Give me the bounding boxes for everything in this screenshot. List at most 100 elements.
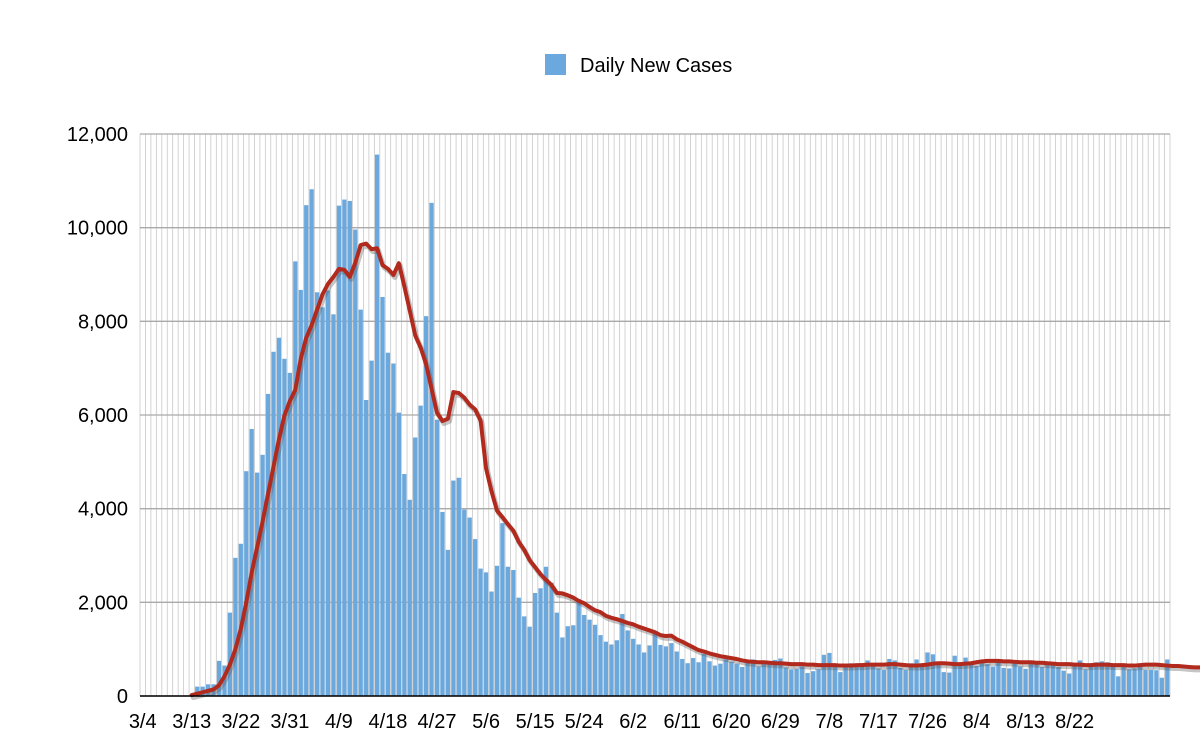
- bar: [582, 614, 587, 696]
- bar: [483, 572, 489, 696]
- bar: [587, 619, 592, 696]
- y-tick-label: 4,000: [78, 499, 128, 521]
- bar: [1039, 666, 1045, 696]
- axes: 0 2,000 4,000 6,000 8,000 10,000 12,000 3/4 3/13…: [67, 124, 1170, 733]
- bar: [543, 566, 549, 696]
- bar: [952, 655, 957, 696]
- bar: [663, 646, 669, 696]
- bar: [609, 644, 614, 696]
- bar: [800, 666, 805, 696]
- bar: [1127, 669, 1132, 696]
- bar: [216, 660, 222, 697]
- bar: [631, 638, 636, 696]
- bar: [1159, 677, 1164, 696]
- bar: [418, 405, 423, 696]
- bar: [1083, 669, 1088, 696]
- bar: [1154, 670, 1159, 696]
- bar: [892, 660, 897, 696]
- bar: [691, 658, 696, 696]
- bar: [462, 509, 467, 696]
- y-tick-label: 2,000: [78, 592, 128, 614]
- bar: [1050, 662, 1055, 696]
- bar: [685, 663, 690, 696]
- x-tick-label: 7/26: [908, 711, 947, 733]
- x-tick-label: 6/29: [761, 711, 800, 733]
- bar: [522, 616, 527, 696]
- bar: [745, 661, 750, 696]
- bar: [870, 665, 876, 696]
- bar: [451, 480, 456, 696]
- bar: [909, 663, 914, 696]
- bar: [783, 667, 788, 696]
- bar: [1012, 660, 1017, 696]
- bar: [941, 672, 946, 696]
- bar: [380, 296, 385, 696]
- bar: [402, 474, 407, 696]
- bar: [838, 672, 843, 696]
- bar: [620, 614, 625, 696]
- bar: [249, 429, 254, 696]
- bar: [810, 671, 816, 696]
- bar: [1072, 663, 1077, 696]
- bar: [396, 412, 401, 696]
- x-tick-label: 8/13: [1006, 711, 1045, 733]
- x-tick-label: 3/31: [270, 711, 309, 733]
- bar: [778, 658, 783, 696]
- bar: [701, 653, 707, 696]
- bar: [750, 659, 756, 696]
- bar: [789, 669, 794, 696]
- bar: [740, 666, 745, 696]
- bar: [767, 662, 772, 696]
- bar: [849, 663, 854, 696]
- bar: [549, 582, 554, 696]
- bar: [1110, 663, 1115, 696]
- bar: [1077, 660, 1083, 696]
- bar: [772, 659, 778, 696]
- bar: [925, 652, 930, 696]
- bar: [718, 663, 723, 696]
- bar: [919, 664, 925, 696]
- trend-line-shadow: [190, 243, 1200, 701]
- bar: [554, 612, 560, 696]
- bar: [968, 662, 974, 696]
- y-tick-label: 10,000: [67, 218, 128, 240]
- bar: [958, 665, 963, 696]
- bar: [865, 660, 870, 696]
- x-tick-label: 5/6: [472, 711, 500, 733]
- bar: [914, 659, 919, 696]
- bar: [331, 314, 336, 696]
- x-tick-label: 8/4: [963, 711, 991, 733]
- bar: [614, 640, 619, 696]
- x-tick-label: 4/18: [368, 711, 407, 733]
- legend: Daily New Cases: [545, 54, 732, 77]
- bar: [374, 154, 380, 697]
- x-tick-label: 4/9: [325, 711, 353, 733]
- y-tick-label: 12,000: [67, 124, 128, 146]
- bar: [712, 665, 718, 696]
- bar: [233, 557, 238, 696]
- bar: [473, 539, 478, 696]
- bar: [1061, 670, 1066, 696]
- bar: [636, 644, 641, 696]
- bar: [996, 660, 1001, 696]
- bar: [511, 570, 516, 696]
- bar: [881, 669, 887, 696]
- bar: [1143, 669, 1148, 696]
- bar: [576, 599, 581, 696]
- bar: [287, 372, 292, 696]
- x-tick-label: 4/27: [418, 711, 457, 733]
- bar: [282, 358, 287, 696]
- bar: [347, 200, 352, 696]
- bar: [1028, 661, 1034, 696]
- bar: [1067, 673, 1072, 696]
- bar: [625, 630, 630, 696]
- x-tick-label: 3/13: [172, 711, 211, 733]
- bar: [385, 352, 391, 696]
- bar: [1023, 668, 1028, 696]
- bar: [658, 644, 663, 696]
- bar: [342, 199, 347, 696]
- bar: [309, 189, 314, 696]
- bar: [358, 309, 363, 697]
- trend-line: [189, 241, 1200, 701]
- bar: [560, 637, 565, 696]
